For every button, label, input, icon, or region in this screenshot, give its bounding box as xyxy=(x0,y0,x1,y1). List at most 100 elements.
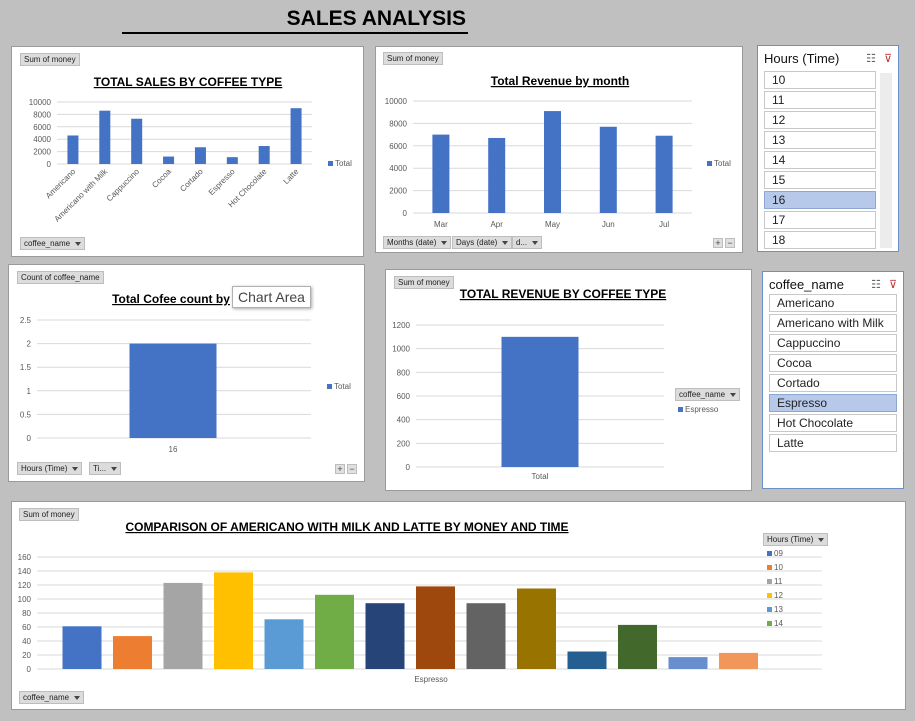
y-tick-label: 80 xyxy=(22,609,31,618)
time-filter-button[interactable]: Ti... xyxy=(89,462,122,475)
y-tick-label: 0 xyxy=(47,160,52,169)
x-tick-label: Americano xyxy=(44,167,78,201)
y-tick-label: 1200 xyxy=(392,321,410,330)
hours-slicer-item[interactable]: 11 xyxy=(764,91,876,109)
hours-slicer-item[interactable]: 16 xyxy=(764,191,876,209)
coffee-slicer-item[interactable]: Espresso xyxy=(769,394,897,412)
field-count-of-coffee-name-button[interactable]: Count of coffee_name xyxy=(17,271,104,284)
y-tick-label: 120 xyxy=(18,581,32,590)
field-sum-of-money-button[interactable]: Sum of money xyxy=(20,53,80,66)
coffee-slicer-item[interactable]: Americano xyxy=(769,294,897,312)
y-tick-label: 2 xyxy=(27,340,32,349)
coffee-slicer-item[interactable]: Cappuccino xyxy=(769,334,897,352)
coffee-name-filter-button[interactable]: coffee_name xyxy=(19,691,85,704)
chart-title: Total Revenue by month xyxy=(491,74,629,88)
hours-time-filter-button[interactable]: Hours (Time) xyxy=(17,462,83,475)
y-tick-label: 2.5 xyxy=(20,316,32,325)
bar xyxy=(131,118,143,164)
field-sum-of-money-button[interactable]: Sum of money xyxy=(383,52,443,65)
clear-filter-icon[interactable]: ⊽ xyxy=(883,53,892,65)
chart-total-sales-by-coffee-type[interactable]: TOTAL SALES BY COFFEE TYPE 0 2000 4000 6000 8… xyxy=(11,46,364,257)
field-sum-of-money-button[interactable]: Sum of money xyxy=(394,276,454,289)
hours-slicer-item[interactable]: 10 xyxy=(764,71,876,89)
coffee-name-slicer[interactable]: coffee_name ☷ ⊽ Americano Americano with … xyxy=(762,271,904,489)
chart1-plot: TOTAL SALES BY COFFEE TYPE 0 2000 4000 6000 8… xyxy=(29,75,352,224)
y-tick-label: 1000 xyxy=(392,345,410,354)
chart-comparison-by-money-and-time[interactable]: COMPARISON OF AMERICANO WITH MILK AND LA… xyxy=(11,501,906,710)
hours-slicer-item[interactable]: 12 xyxy=(764,111,876,129)
bar xyxy=(258,146,270,164)
clear-filter-icon[interactable]: ⊽ xyxy=(888,279,897,291)
y-tick-label: 6000 xyxy=(389,142,407,151)
y-tick-label: 0 xyxy=(406,463,411,472)
hours-slicer-item[interactable]: 17 xyxy=(764,211,876,229)
expand-field-button[interactable]: + xyxy=(335,464,345,474)
legend-label: Espresso xyxy=(685,405,719,414)
collapse-field-button[interactable]: − xyxy=(347,464,357,474)
chart-total-coffee-count[interactable]: Total Cofee count by 0 0.5 1 1.5 2 2.5 16 Total … xyxy=(8,264,365,482)
x-tick-label: Americano with Milk xyxy=(53,166,110,223)
hours-slicer-item[interactable]: 13 xyxy=(764,131,876,149)
coffee-name-filter-button[interactable]: coffee_name xyxy=(20,237,86,250)
bar xyxy=(599,126,617,213)
y-tick-label: 8000 xyxy=(33,110,51,119)
chart-area-tooltip: Chart Area xyxy=(232,286,311,308)
chart5-plot: COMPARISON OF AMERICANO WITH MILK AND LA… xyxy=(18,520,822,684)
expand-field-button[interactable]: + xyxy=(713,238,723,248)
coffee-slicer-item[interactable]: Hot Chocolate xyxy=(769,414,897,432)
multi-select-icon[interactable]: ☷ xyxy=(866,53,876,65)
y-tick-label: 8000 xyxy=(389,119,407,128)
chart-total-revenue-by-month[interactable]: Total Revenue by month 0 2000 4000 6000 8000 1… xyxy=(375,46,743,253)
x-tick-label: Jul xyxy=(659,220,669,229)
x-tick-label: Jun xyxy=(602,220,615,229)
legend-marker xyxy=(327,384,332,389)
slicer-scrollbar[interactable] xyxy=(880,73,892,248)
chart2-plot: Total Revenue by month 0 2000 4000 6000 8000 1… xyxy=(385,74,731,229)
legend-marker xyxy=(767,621,772,626)
bar xyxy=(517,588,556,669)
bar xyxy=(466,603,506,669)
y-tick-label: 2000 xyxy=(389,187,407,196)
hours-time-slicer[interactable]: Hours (Time) ☷ ⊽ 10 11 12 13 14 15 16 17 18 xyxy=(757,45,899,252)
hours-slicer-item[interactable]: 15 xyxy=(764,171,876,189)
hours-slicer-item[interactable]: 18 xyxy=(764,231,876,249)
legend-marker xyxy=(767,607,772,612)
date-filter-button[interactable]: d... xyxy=(512,236,543,249)
slicer-title: coffee_name xyxy=(769,277,844,292)
months-date-filter-button[interactable]: Months (date) xyxy=(383,236,452,249)
bar xyxy=(315,594,354,669)
bar xyxy=(432,134,450,213)
bar xyxy=(214,572,253,669)
coffee-slicer-item[interactable]: Latte xyxy=(769,434,897,452)
y-tick-label: 4000 xyxy=(33,135,51,144)
legend-marker xyxy=(767,593,772,598)
legend-label: 12 xyxy=(774,591,783,600)
coffee-slicer-item[interactable]: Cortado xyxy=(769,374,897,392)
y-tick-label: 60 xyxy=(22,623,31,632)
y-tick-label: 600 xyxy=(397,392,411,401)
y-tick-label: 10000 xyxy=(385,97,408,106)
coffee-slicer-item[interactable]: Cocoa xyxy=(769,354,897,372)
bar xyxy=(290,108,302,164)
bar xyxy=(129,343,217,438)
chart-title: Total Cofee count by xyxy=(112,292,230,306)
collapse-field-button[interactable]: − xyxy=(725,238,735,248)
x-tick-label: Mar xyxy=(434,220,448,229)
legend-marker xyxy=(328,161,333,166)
multi-select-icon[interactable]: ☷ xyxy=(871,279,881,291)
bar xyxy=(501,336,579,467)
days-date-filter-button[interactable]: Days (date) xyxy=(452,236,513,249)
coffee-slicer-item[interactable]: Americano with Milk xyxy=(769,314,897,332)
hours-slicer-item[interactable]: 14 xyxy=(764,151,876,169)
field-sum-of-money-button[interactable]: Sum of money xyxy=(19,508,79,521)
chart-title: COMPARISON OF AMERICANO WITH MILK AND LA… xyxy=(125,520,568,534)
bar xyxy=(226,157,238,164)
chart-total-revenue-by-coffee-type[interactable]: TOTAL REVENUE BY COFFEE TYPE 0 200 400 600 80… xyxy=(385,269,752,491)
coffee-name-legend-filter-button[interactable]: coffee_name xyxy=(675,388,741,401)
bar xyxy=(668,657,708,669)
bar xyxy=(544,111,561,213)
legend-label: 10 xyxy=(774,563,783,572)
hours-time-legend-filter-button[interactable]: Hours (Time) xyxy=(763,533,829,546)
y-tick-label: 200 xyxy=(397,439,411,448)
x-tick-label: Espresso xyxy=(207,167,237,197)
